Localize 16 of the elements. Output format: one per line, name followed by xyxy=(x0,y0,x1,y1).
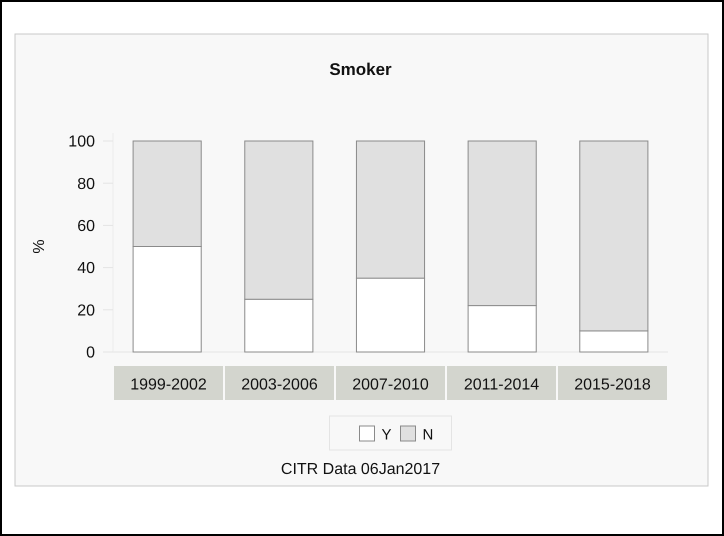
y-tick-label: 20 xyxy=(77,302,96,320)
x-tick-label: 2011-2014 xyxy=(464,376,540,394)
chart-title: Smoker xyxy=(329,60,392,79)
x-tick-label: 1999-2002 xyxy=(130,376,207,394)
y-tick-label: 100 xyxy=(68,134,96,151)
y-tick-label: 80 xyxy=(77,176,96,193)
x-tick-label: 2015-2018 xyxy=(574,376,651,394)
legend-label: Y xyxy=(382,426,392,444)
x-tick-label: 2007-2010 xyxy=(352,376,429,394)
y-tick-label: 60 xyxy=(77,218,96,235)
text: CITR Data 06Jan2017 xyxy=(280,461,440,478)
y-tick-label: 40 xyxy=(77,260,96,278)
y-tick-label: 0 xyxy=(86,344,96,362)
x-tick-label: 2003-2006 xyxy=(241,376,318,394)
y-axis-title: % xyxy=(31,239,48,254)
legend-label: N xyxy=(422,426,434,444)
